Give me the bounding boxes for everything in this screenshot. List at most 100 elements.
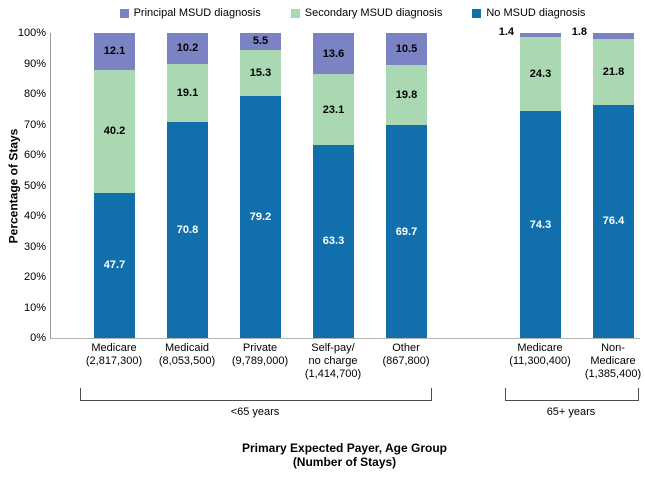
- y-tick-label: 80%: [23, 88, 46, 100]
- bar-segment: 19.8: [386, 65, 427, 126]
- plot-area: 47.7 40.2 12.1 70.8 19.1 10.2 79.2 15.3 5.5 63.3 2…: [50, 26, 640, 339]
- bar-segment: 69.7: [386, 125, 427, 338]
- category-label-line: (9,789,000): [231, 355, 289, 367]
- y-tick-label: 90%: [23, 57, 46, 70]
- category-label-line: Other: [392, 342, 420, 354]
- bracket-65-plus: [505, 388, 639, 401]
- x-axis-title-line1: Primary Expected Payer, Age Group: [242, 441, 447, 455]
- bar-segment: 23.1: [313, 74, 354, 145]
- bar-segment: 13.6: [313, 33, 354, 75]
- value-label: 76.4: [602, 215, 625, 228]
- category-label-1: Medicaid (8,053,500): [142, 342, 232, 368]
- value-label: 24.3: [529, 68, 552, 81]
- bar-segment: 10.2: [167, 32, 208, 64]
- bar-segment: [520, 33, 561, 38]
- legend-item-no-msud: No MSUD diagnosis: [472, 7, 585, 19]
- y-tick-label: 10%: [23, 301, 46, 314]
- value-label: 23.1: [322, 103, 345, 116]
- bar-segment: [593, 33, 634, 39]
- category-label-3: Self-pay/no charge (1,414,700): [288, 342, 378, 381]
- category-label-line: Medicare: [590, 355, 636, 367]
- category-label-5: Medicare (11,300,400): [495, 342, 585, 368]
- value-label: 63.3: [322, 235, 345, 248]
- y-tick-label: 40%: [23, 210, 46, 222]
- value-label-outside: 1.8: [571, 26, 587, 38]
- stacked-bar-2: 79.2 15.3 5.5: [240, 33, 281, 338]
- stacked-bar-3: 63.3 23.1 13.6: [313, 33, 354, 338]
- category-label-line: Non-: [601, 342, 625, 354]
- stacked-bar-4: 69.7 19.8 10.5: [386, 33, 427, 338]
- value-label: 19.1: [176, 86, 199, 99]
- legend-swatch-secondary-icon: [290, 8, 300, 18]
- bar-segment: 76.4: [593, 104, 634, 338]
- bar-segment: 15.3: [240, 49, 281, 97]
- y-tick-label: 0%: [30, 332, 46, 344]
- stacked-bar-5: 74.3 24.3: [520, 33, 561, 338]
- value-label: 69.7: [395, 225, 418, 238]
- value-label: 47.7: [103, 259, 126, 272]
- value-label: 13.6: [322, 47, 345, 60]
- x-axis-title-line2: (Number of Stays): [292, 455, 397, 469]
- bar-segment: 24.3: [520, 37, 561, 112]
- category-label-line: (1,414,700): [304, 368, 362, 380]
- group-label-under-65: <65 years: [230, 406, 280, 418]
- bar-segment: 21.8: [593, 38, 634, 105]
- y-tick-label: 30%: [23, 240, 46, 253]
- bar-segment: 47.7: [94, 192, 135, 338]
- bar-segment: 5.5: [240, 33, 281, 50]
- bar-segment: 40.2: [94, 69, 135, 193]
- value-label: 5.5: [252, 35, 269, 48]
- bar-segment: 79.2: [240, 96, 281, 338]
- legend-swatch-no-msud-icon: [472, 8, 482, 18]
- legend-label-no-msud: No MSUD diagnosis: [486, 7, 586, 19]
- bar-segment: 12.1: [94, 33, 135, 70]
- legend-swatch-principal-icon: [119, 8, 129, 18]
- bar-segment: 19.1: [167, 63, 208, 123]
- legend-item-secondary: Secondary MSUD diagnosis: [290, 7, 443, 19]
- value-label: 74.3: [529, 218, 552, 231]
- legend: Principal MSUD diagnosis Secondary MSUD …: [60, 7, 645, 19]
- y-tick-label: 60%: [23, 149, 46, 161]
- legend-item-principal: Principal MSUD diagnosis: [119, 7, 261, 19]
- value-label: 70.8: [176, 224, 199, 237]
- bracket-under-65: [80, 388, 432, 401]
- bar-segment: 74.3: [520, 111, 561, 338]
- bar-segment: 70.8: [167, 122, 208, 338]
- category-label-line: Medicaid: [164, 342, 210, 354]
- x-axis-title: Primary Expected Payer, Age Group (Numbe…: [50, 441, 639, 469]
- category-label-line: Self-pay/: [311, 342, 355, 354]
- category-label-line: no charge: [308, 355, 358, 367]
- y-tick-label: 20%: [23, 271, 46, 283]
- value-label: 79.2: [249, 211, 272, 224]
- category-label-line: Medicare: [91, 342, 137, 354]
- category-label-line: (1,385,400): [584, 368, 642, 380]
- value-label: 21.8: [602, 65, 625, 78]
- value-label: 10.5: [395, 43, 418, 56]
- category-label-line: (11,300,400): [509, 355, 571, 367]
- stacked-bar-1: 70.8 19.1 10.2: [167, 32, 208, 338]
- legend-label-secondary: Secondary MSUD diagnosis: [304, 7, 443, 19]
- group-label-65-plus: 65+ years: [546, 406, 596, 418]
- legend-label-principal: Principal MSUD diagnosis: [133, 7, 261, 19]
- category-label-line: (2,817,300): [85, 355, 143, 367]
- category-label-line: Private: [242, 342, 278, 354]
- value-label: 19.8: [395, 89, 418, 102]
- category-label-line: (8,053,500): [158, 355, 216, 367]
- value-label: 40.2: [103, 125, 126, 138]
- value-label: 12.1: [103, 45, 126, 58]
- category-label-6: Non- Medicare (1,385,400): [568, 342, 645, 381]
- value-label: 15.3: [249, 67, 272, 80]
- y-tick-label: 70%: [23, 118, 46, 131]
- y-tick-label: 50%: [23, 179, 46, 192]
- stacked-bar-6: 76.4 21.8: [593, 33, 634, 338]
- value-label: 10.2: [176, 42, 199, 55]
- category-labels: Medicare (2,817,300) Medicaid (8,053,500) Pr…: [0, 342, 645, 386]
- category-label-4: Other (867,800): [361, 342, 451, 368]
- y-tick-label: 100%: [17, 27, 46, 39]
- category-label-0: Medicare (2,817,300): [69, 342, 159, 368]
- bar-segment: 63.3: [313, 144, 354, 338]
- bar-segment: 10.5: [386, 33, 427, 66]
- y-axis-ticks: 0% 10% 20% 30% 40% 50% 60% 70% 80% 90% 100%: [0, 27, 46, 344]
- stacked-bar-0: 47.7 40.2 12.1: [94, 33, 135, 338]
